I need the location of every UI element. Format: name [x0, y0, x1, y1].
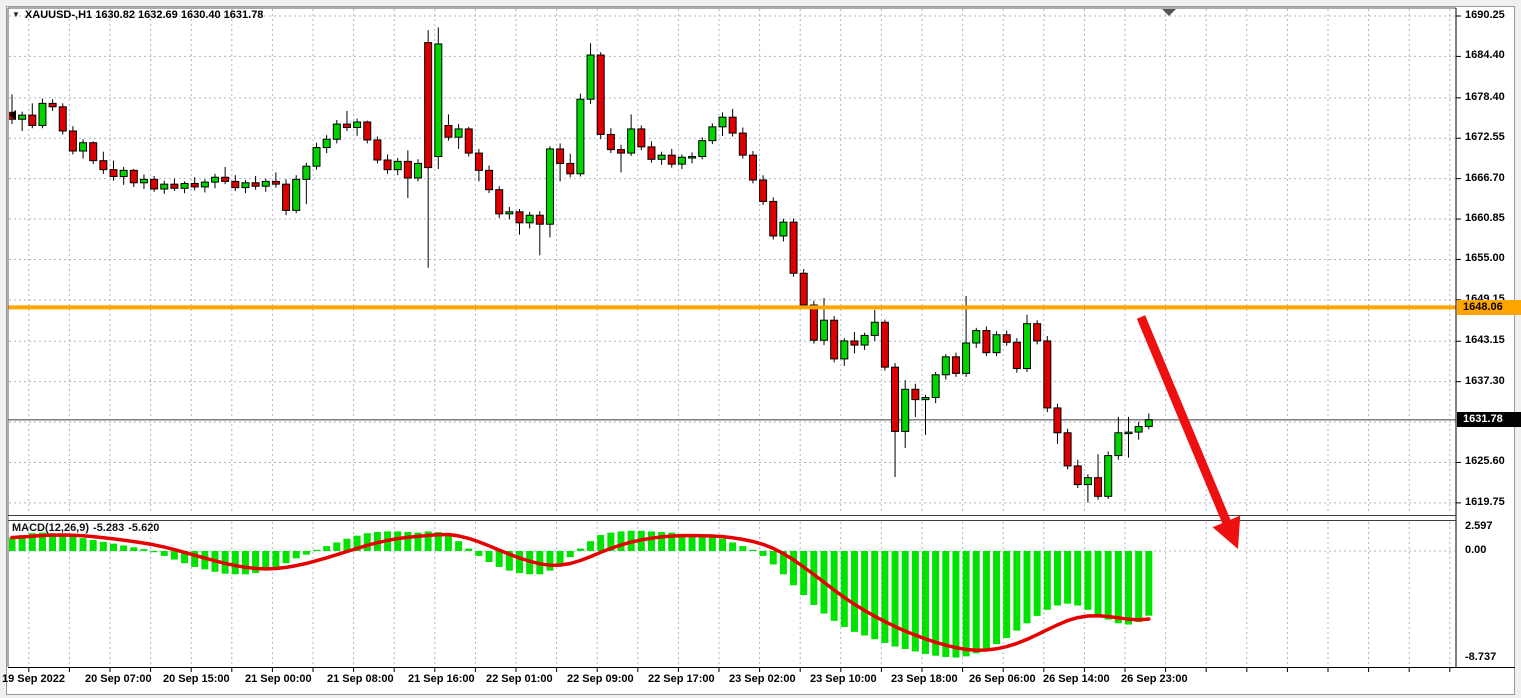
time-tick-label: 23 Sep 02:00 [729, 673, 796, 685]
time-tick-label: 22 Sep 09:00 [567, 673, 634, 685]
time-tick-label: 19 Sep 2022 [2, 673, 65, 685]
price-tick-label: 1672.55 [1465, 131, 1505, 144]
time-tick-label: 21 Sep 00:00 [245, 673, 312, 685]
price-tick-label: 1666.70 [1465, 171, 1505, 184]
window-frame [6, 6, 1515, 695]
price-tick-label: 1643.15 [1465, 334, 1505, 347]
price-axis[interactable]: 1690.25 1684.40 1678.40 1672.55 1666.70 1660.… [1457, 0, 1521, 668]
time-tick-label: 23 Sep 18:00 [891, 673, 958, 685]
time-tick-label: 26 Sep 06:00 [969, 673, 1036, 685]
price-tick-label: 1678.40 [1465, 90, 1505, 103]
trend-arrow-shaft[interactable] [1136, 315, 1232, 525]
trend-arrow-head[interactable] [1212, 515, 1241, 549]
price-tick-label: 1660.85 [1465, 212, 1505, 225]
macd-histogram [9, 530, 1153, 658]
time-tick-label: 22 Sep 01:00 [486, 673, 553, 685]
chart-shift-marker-icon[interactable] [1162, 9, 1176, 16]
price-tick-label: 1625.60 [1465, 455, 1505, 468]
time-tick-label: 20 Sep 07:00 [85, 673, 152, 685]
resistance-hline[interactable] [8, 305, 1456, 310]
price-tick-label: 1619.75 [1465, 495, 1505, 508]
price-tick-label: 1649.15 [1465, 292, 1505, 305]
time-tick-label: 22 Sep 17:00 [648, 673, 715, 685]
price-tick-label: 1655.00 [1465, 252, 1505, 265]
time-tick-label: 21 Sep 16:00 [408, 673, 475, 685]
time-tick-label: 26 Sep 14:00 [1043, 673, 1110, 685]
time-tick-label: 26 Sep 23:00 [1121, 673, 1188, 685]
time-axis[interactable]: 19 Sep 2022 20 Sep 07:00 20 Sep 15:00 21 Se… [0, 669, 1521, 695]
price-tick-label: 1690.25 [1465, 9, 1505, 21]
symbol-menu-arrow-icon[interactable]: ▼ [12, 10, 20, 19]
price-tick-label: 1684.40 [1465, 49, 1505, 62]
time-tick-label: 23 Sep 10:00 [810, 673, 877, 685]
candles [9, 27, 1153, 503]
time-tick-label: 20 Sep 15:00 [163, 673, 230, 685]
price-tick-label: 1637.30 [1465, 374, 1505, 387]
macd-signal-line [10, 532, 1151, 652]
series-start-marker-icon [9, 110, 16, 120]
time-tick-label: 21 Sep 08:00 [327, 673, 394, 685]
